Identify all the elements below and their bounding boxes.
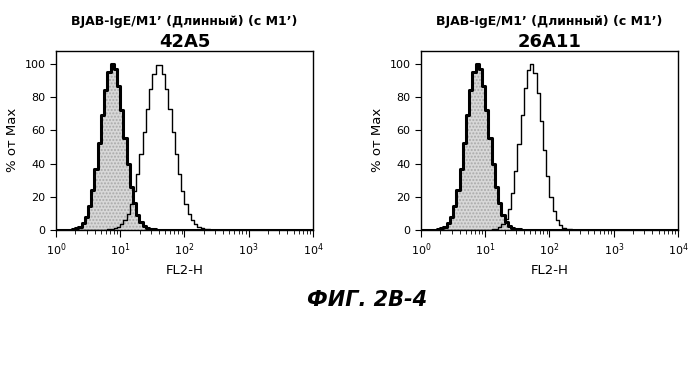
Title: 42A5: 42A5 bbox=[159, 33, 210, 51]
X-axis label: FL2-H: FL2-H bbox=[166, 264, 203, 277]
Y-axis label: % от Max: % от Max bbox=[6, 108, 19, 172]
Title: 26A11: 26A11 bbox=[517, 33, 582, 51]
X-axis label: FL2-H: FL2-H bbox=[531, 264, 568, 277]
Text: BJAB-IgE/M1’ (Длинный) (с M1’): BJAB-IgE/M1’ (Длинный) (с M1’) bbox=[436, 15, 663, 28]
Y-axis label: % от Max: % от Max bbox=[371, 108, 384, 172]
Text: ФИГ. 2B-4: ФИГ. 2B-4 bbox=[307, 290, 427, 310]
Text: BJAB-IgE/M1’ (Длинный) (с M1’): BJAB-IgE/M1’ (Длинный) (с M1’) bbox=[71, 15, 298, 28]
